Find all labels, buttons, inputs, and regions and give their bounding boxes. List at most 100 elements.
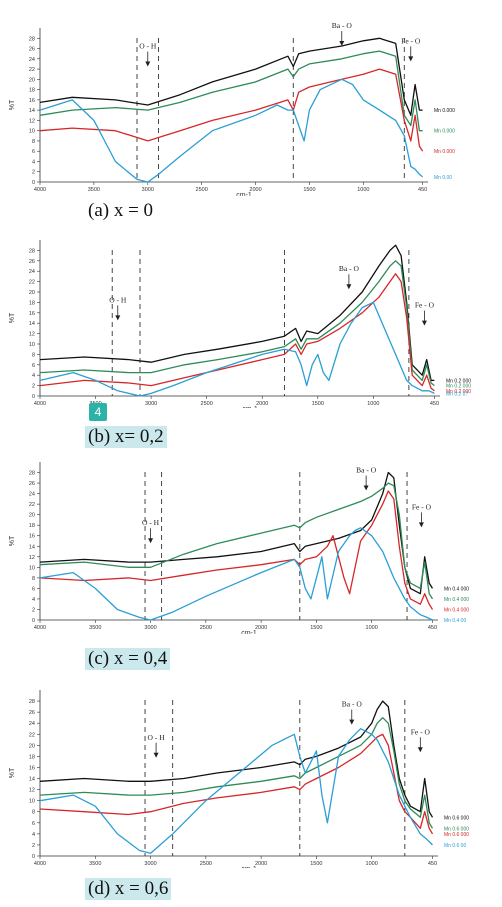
annotation-arrowhead bbox=[145, 61, 151, 67]
series-line bbox=[39, 260, 435, 387]
annotation-label: O - H bbox=[142, 518, 160, 527]
series-line bbox=[39, 717, 434, 829]
series-line bbox=[39, 700, 434, 818]
spectrum-panel-a: 0 2 4 6 8 10 12 14 16 18 20 22 24 26 28 4000 3500 3000 250… bbox=[0, 0, 502, 228]
y-tick-label: 26 bbox=[29, 259, 35, 265]
y-tick-label: 6 bbox=[32, 586, 35, 592]
annotation-arrowhead bbox=[349, 719, 355, 725]
y-tick-label: 2 bbox=[32, 170, 35, 176]
x-tick-label: 1000 bbox=[366, 625, 378, 631]
annotation-label: Fe - O bbox=[401, 36, 421, 45]
y-tick-label: 16 bbox=[29, 534, 35, 540]
x-tick-label: 2000 bbox=[256, 401, 268, 407]
series-line bbox=[39, 78, 424, 183]
annotation-label: Fe - O bbox=[415, 301, 435, 310]
y-tick-label: 0 bbox=[32, 854, 35, 860]
y-tick-label: 24 bbox=[29, 57, 35, 63]
y-tick-label: 18 bbox=[29, 754, 35, 760]
series-label: Mn 0.6 000 bbox=[444, 826, 469, 832]
series-label: Mn 0.00 bbox=[434, 175, 452, 181]
y-axis-label: %T bbox=[9, 535, 16, 546]
spectrum-panel-c: 0 2 4 6 8 10 12 14 16 18 20 22 24 26 28 4000 3500 3000 250… bbox=[0, 454, 502, 678]
series-label: Mn 0.4 00 bbox=[444, 618, 466, 624]
x-tick-label: 3500 bbox=[89, 861, 101, 867]
x-tick-label: 2000 bbox=[249, 187, 261, 193]
y-tick-label: 28 bbox=[29, 36, 35, 42]
series-line bbox=[39, 244, 435, 382]
y-tick-label: 12 bbox=[29, 555, 35, 561]
y-tick-label: 0 bbox=[32, 180, 35, 186]
y-tick-label: 28 bbox=[29, 699, 35, 705]
y-tick-label: 6 bbox=[32, 363, 35, 369]
x-tick-label: 2500 bbox=[200, 625, 212, 631]
annotation-label: O - H bbox=[109, 295, 127, 304]
y-tick-label: 8 bbox=[32, 352, 35, 358]
x-tick-label: 2000 bbox=[255, 625, 267, 631]
series-label: Mn 0.2 0? bbox=[446, 391, 468, 397]
x-axis-label: cm-1 bbox=[241, 630, 257, 634]
x-tick-label: 3500 bbox=[88, 187, 100, 193]
y-tick-label: 10 bbox=[29, 799, 35, 805]
y-tick-label: 22 bbox=[29, 732, 35, 738]
y-tick-label: 28 bbox=[29, 471, 35, 477]
series-label: Mn 0.000 bbox=[434, 149, 455, 155]
y-tick-label: 8 bbox=[32, 139, 35, 145]
y-tick-label: 22 bbox=[29, 502, 35, 508]
x-tick-label: 450 bbox=[428, 861, 437, 867]
annotation-label: Fe - O bbox=[411, 727, 431, 736]
y-tick-label: 22 bbox=[29, 67, 35, 73]
x-tick-label: 1500 bbox=[312, 401, 324, 407]
annotation-label: Ba - O bbox=[342, 700, 363, 709]
y-tick-label: 4 bbox=[32, 159, 35, 165]
x-tick-label: 4000 bbox=[34, 401, 46, 407]
series-label: Mn 0.6 000 bbox=[444, 832, 469, 838]
x-tick-label: 3000 bbox=[145, 401, 157, 407]
y-tick-label: 16 bbox=[29, 311, 35, 317]
x-tick-label: 2500 bbox=[201, 401, 213, 407]
y-tick-label: 0 bbox=[32, 394, 35, 400]
series-line bbox=[39, 490, 434, 610]
y-tick-label: 4 bbox=[32, 373, 35, 379]
series-line bbox=[39, 273, 435, 392]
y-tick-label: 20 bbox=[29, 290, 35, 296]
series-label: Mn 0.6 00 bbox=[444, 843, 466, 849]
annotation-label: Ba - O bbox=[356, 466, 377, 475]
y-tick-label: 4 bbox=[32, 832, 35, 838]
annotation-label: O - H bbox=[148, 733, 166, 742]
x-tick-label: 450 bbox=[418, 187, 427, 193]
y-tick-label: 12 bbox=[29, 332, 35, 338]
y-tick-label: 10 bbox=[29, 342, 35, 348]
x-tick-label: 1000 bbox=[367, 401, 379, 407]
y-tick-label: 4 bbox=[32, 597, 35, 603]
y-tick-label: 16 bbox=[29, 765, 35, 771]
x-axis-label: cm-1 bbox=[242, 406, 258, 408]
series-line bbox=[39, 482, 434, 600]
x-tick-label: 1000 bbox=[357, 187, 369, 193]
y-tick-label: 20 bbox=[29, 77, 35, 83]
series-label: Mn 0.4 000 bbox=[444, 597, 469, 603]
y-tick-label: 0 bbox=[32, 618, 35, 624]
x-tick-label: 3500 bbox=[89, 625, 101, 631]
x-tick-label: 1500 bbox=[310, 625, 322, 631]
y-tick-label: 14 bbox=[29, 108, 35, 114]
annotation-arrowhead bbox=[148, 538, 154, 544]
y-tick-label: 14 bbox=[29, 321, 35, 327]
x-tick-label: 2500 bbox=[196, 187, 208, 193]
x-tick-label: 1500 bbox=[310, 861, 322, 867]
caption-c: (c) x = 0,4 bbox=[85, 648, 171, 670]
annotation-arrowhead bbox=[408, 56, 414, 62]
y-tick-label: 28 bbox=[29, 248, 35, 254]
y-tick-label: 16 bbox=[29, 98, 35, 104]
y-axis-label: %T bbox=[9, 767, 16, 778]
series-label: Mn 0.4 000 bbox=[444, 586, 469, 592]
x-axis-label: cm-1 bbox=[236, 192, 252, 196]
y-tick-label: 8 bbox=[32, 576, 35, 582]
series-line bbox=[39, 37, 423, 116]
annotation-label: O - H bbox=[139, 42, 157, 51]
y-tick-label: 12 bbox=[29, 788, 35, 794]
caption-b: (b) x= 0,2 bbox=[85, 426, 167, 448]
annotation-label: Ba - O bbox=[332, 21, 353, 30]
series-line bbox=[39, 50, 423, 132]
